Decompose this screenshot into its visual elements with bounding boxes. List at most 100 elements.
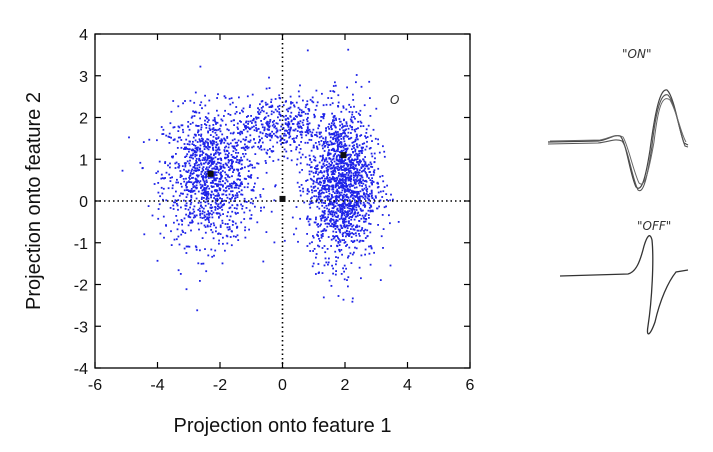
scatter-point [330,122,333,125]
scatter-point [209,164,212,167]
scatter-point [340,143,343,146]
scatter-point [365,172,367,174]
scatter-point [299,84,301,87]
scatter-point [220,158,222,160]
scatter-point [206,196,209,198]
scatter-point [226,136,229,138]
scatter-point [292,118,295,121]
scatter-point [233,157,236,159]
scatter-point [220,159,223,162]
scatter-point [173,126,176,128]
scatter-point [298,126,301,129]
scatter-point [287,124,289,127]
scatter-point [220,174,223,177]
scatter-point [368,177,370,179]
scatter-point [206,170,209,173]
scatter-point [344,158,347,161]
scatter-point [226,215,229,218]
scatter-point [323,245,326,247]
scatter-point [331,203,334,206]
scatter-point [341,177,344,180]
scatter-point [197,125,200,127]
scatter-point [215,129,218,132]
scatter-point [238,159,241,161]
scatter-point [318,198,321,201]
scatter-point [336,225,339,228]
scatter-point [330,197,333,199]
scatter-point [203,211,206,214]
scatter-point [227,159,230,161]
scatter-point [353,144,355,147]
scatter-point [240,140,242,143]
scatter-point [346,165,349,168]
scatter-point [192,140,194,143]
scatter-point [331,148,334,151]
scatter-point [371,209,374,212]
scatter-point [272,145,274,148]
scatter-point [382,180,385,183]
scatter-point [148,138,151,141]
scatter-point [170,244,173,246]
scatter-point [344,169,346,172]
scatter-point [254,196,257,199]
scatter-point [191,173,194,175]
scatter-point [335,219,338,221]
scatter-point [343,214,346,217]
scatter-point [353,182,356,185]
scatter-point [212,127,215,129]
scatter-point [342,211,344,214]
scatter-point [320,219,323,222]
x-tick-label: -6 [88,377,102,394]
scatter-point [240,159,242,162]
scatter-point [316,101,319,104]
scatter-point [192,152,195,155]
scatter-point [343,205,346,208]
scatter-point [269,135,272,137]
scatter-point [342,129,345,132]
scatter-point [231,210,234,213]
scatter-point [193,144,195,146]
scatter-point [289,115,292,118]
scatter-point [357,112,360,115]
scatter-point [189,216,192,219]
scatter-point [212,167,215,170]
scatter-point [315,131,318,134]
scatter-point [321,272,324,274]
scatter-point [259,103,261,106]
scatter-point [202,207,205,210]
scatter-point [320,198,323,201]
scatter-point [197,146,199,149]
scatter-point [271,124,274,127]
scatter-point [327,213,330,216]
scatter-point [318,193,320,196]
scatter-point [320,167,323,169]
scatter-point [333,150,336,153]
scatter-point [340,217,343,220]
scatter-point [187,125,189,128]
scatter-point [379,279,382,281]
scatter-point [342,197,344,200]
scatter-point [339,133,342,135]
scatter-point [212,174,215,177]
scatter-point [326,173,329,175]
scatter-point [340,159,343,161]
scatter-point [335,126,337,129]
scatter-point [195,148,198,151]
scatter-point [370,246,373,249]
y-tick-label: 1 [79,152,88,169]
scatter-point [190,188,193,190]
scatter-point [207,148,210,151]
scatter-point [199,139,201,142]
scatter-point [219,202,222,205]
scatter-point [198,228,200,231]
scatter-point [345,216,347,218]
scatter-point [273,126,276,129]
scatter-point [200,262,203,265]
scatter-point [239,130,242,133]
scatter-point [240,163,243,166]
scatter-point [338,205,341,208]
scatter-point [291,123,294,125]
scatter-point [199,117,201,120]
scatter-point [319,177,322,180]
scatter-point [301,121,304,124]
